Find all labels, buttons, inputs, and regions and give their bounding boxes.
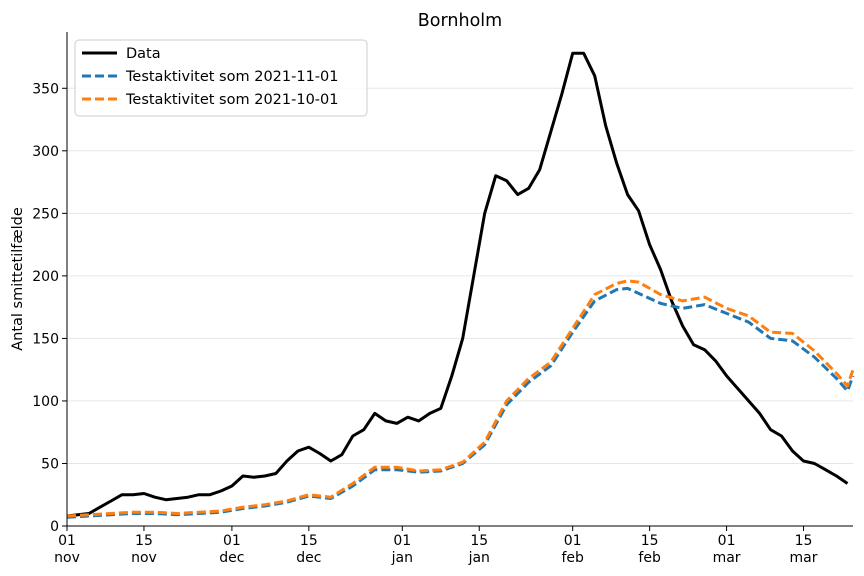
x-tick-month-label: mar: [713, 550, 741, 566]
x-tick-month-label: dec: [296, 550, 321, 566]
y-tick-label: 300: [32, 144, 59, 160]
y-axis-label: Antal smittetilfælde: [10, 207, 26, 351]
y-tick-label: 0: [50, 519, 59, 535]
x-tick-day-label: 01: [223, 533, 241, 549]
y-tick-label: 50: [41, 456, 59, 472]
legend: Data Testaktivitet som 2021-11-01 Testak…: [74, 39, 368, 117]
x-tick-day-label: 01: [393, 533, 411, 549]
x-tick-month-label: feb: [561, 550, 584, 566]
y-tick-label: 150: [32, 331, 59, 347]
legend-label-test-nov: Testaktivitet som 2021-11-01: [125, 69, 339, 85]
legend-frame: [74, 39, 368, 117]
x-tick-month-label: dec: [219, 550, 244, 566]
x-tick-day-label: 01: [564, 533, 582, 549]
y-tick-label: 200: [32, 269, 59, 285]
y-tick-label: 250: [32, 206, 59, 222]
series-layer: [66, 51, 855, 519]
y-ticks: 0 50 100 150 200 250 300 350: [32, 81, 67, 535]
x-ticks: 01nov15nov01dec15dec01jan15jan01feb15feb…: [54, 526, 818, 566]
x-tick-month-label: feb: [638, 550, 661, 566]
x-tick-month-label: jan: [468, 550, 490, 566]
x-tick-month-label: jan: [391, 550, 413, 566]
x-tick-month-label: mar: [790, 550, 818, 566]
x-tick-day-label: 15: [795, 533, 813, 549]
x-tick-day-label: 01: [718, 533, 736, 549]
x-tick-day-label: 15: [641, 533, 659, 549]
y-tick-label: 350: [32, 81, 59, 97]
y-tick-label: 100: [32, 394, 59, 410]
x-tick-day-label: 15: [300, 533, 318, 549]
x-tick-month-label: nov: [54, 550, 80, 566]
series-line-2: [66, 279, 855, 518]
x-tick-day-label: 15: [470, 533, 488, 549]
gridlines: [67, 87, 853, 464]
chart-title: Bornholm: [418, 11, 502, 31]
legend-label-data: Data: [126, 46, 161, 62]
x-tick-day-label: 15: [135, 533, 153, 549]
series-line-1: [66, 286, 855, 519]
x-tick-day-label: 01: [58, 533, 76, 549]
legend-label-test-oct: Testaktivitet som 2021-10-01: [125, 92, 339, 108]
series-line-0: [66, 51, 849, 518]
x-tick-month-label: nov: [131, 550, 157, 566]
